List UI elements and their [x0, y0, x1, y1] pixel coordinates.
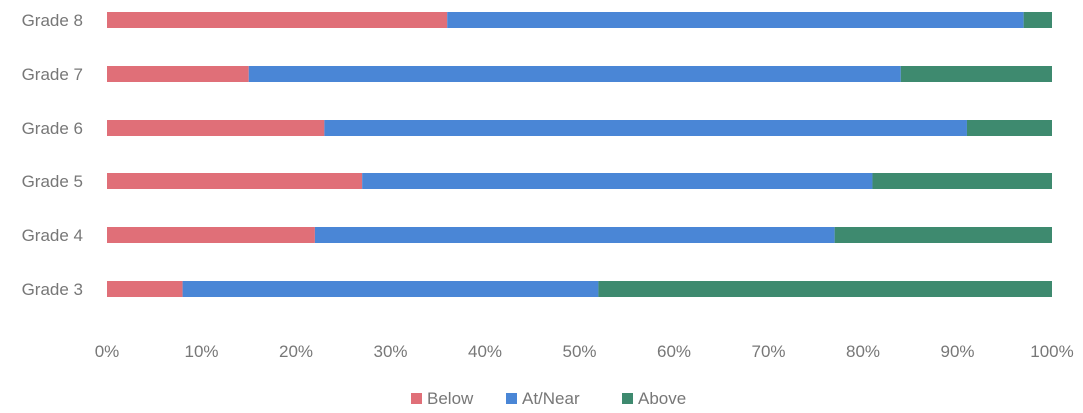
legend-label: Below	[427, 389, 474, 408]
legend-swatch-at-near	[506, 393, 517, 404]
bar-segment-at-near-grade-8	[447, 12, 1024, 28]
legend: Below At/Near Above	[411, 389, 686, 408]
category-label: Grade 7	[22, 65, 83, 84]
bar-segment-above-grade-8	[1023, 12, 1052, 28]
bar-segment-at-near-grade-7	[248, 66, 901, 82]
bar-segment-below-grade-5	[107, 173, 363, 189]
x-axis-tick-labels: 0% 10% 20% 30% 40% 50% 60% 70% 80% 90% 100%	[95, 342, 1074, 361]
bar-segment-above-grade-3	[598, 281, 1052, 297]
bar-segment-above-grade-4	[834, 227, 1052, 243]
legend-label: Above	[638, 389, 686, 408]
bar-segment-below-grade-8	[107, 12, 448, 28]
bar-segment-below-grade-4	[107, 227, 315, 243]
category-label: Grade 6	[22, 119, 83, 138]
legend-swatch-below	[411, 393, 422, 404]
x-tick-label: 60%	[657, 342, 691, 361]
bar-segment-at-near-grade-3	[182, 281, 599, 297]
category-label: Grade 4	[22, 226, 83, 245]
x-tick-label: 10%	[184, 342, 218, 361]
x-tick-label: 50%	[562, 342, 596, 361]
x-tick-label: 70%	[751, 342, 785, 361]
bar-segment-above-grade-6	[966, 120, 1052, 136]
bar-segment-at-near-grade-5	[362, 173, 873, 189]
x-tick-label: 30%	[373, 342, 407, 361]
bar-segment-at-near-grade-4	[314, 227, 835, 243]
legend-label: At/Near	[522, 389, 580, 408]
bar-segment-below-grade-7	[107, 66, 249, 82]
category-labels: Grade 3 Grade 4 Grade 5 Grade 6 Grade 7 Grade…	[22, 11, 83, 299]
x-tick-label: 90%	[940, 342, 974, 361]
category-label: Grade 5	[22, 172, 83, 191]
x-tick-label: 80%	[846, 342, 880, 361]
x-tick-label: 20%	[279, 342, 313, 361]
x-tick-label: 0%	[95, 342, 120, 361]
x-tick-label: 100%	[1030, 342, 1073, 361]
bar-segment-above-grade-7	[900, 66, 1052, 82]
x-tick-label: 40%	[468, 342, 502, 361]
category-label: Grade 8	[22, 11, 83, 30]
bar-segment-above-grade-5	[872, 173, 1052, 189]
category-label: Grade 3	[22, 280, 83, 299]
bars-layer	[107, 12, 1052, 297]
legend-swatch-above	[622, 393, 633, 404]
bar-segment-below-grade-6	[107, 120, 325, 136]
bar-segment-below-grade-3	[107, 281, 183, 297]
bar-segment-at-near-grade-6	[324, 120, 967, 136]
